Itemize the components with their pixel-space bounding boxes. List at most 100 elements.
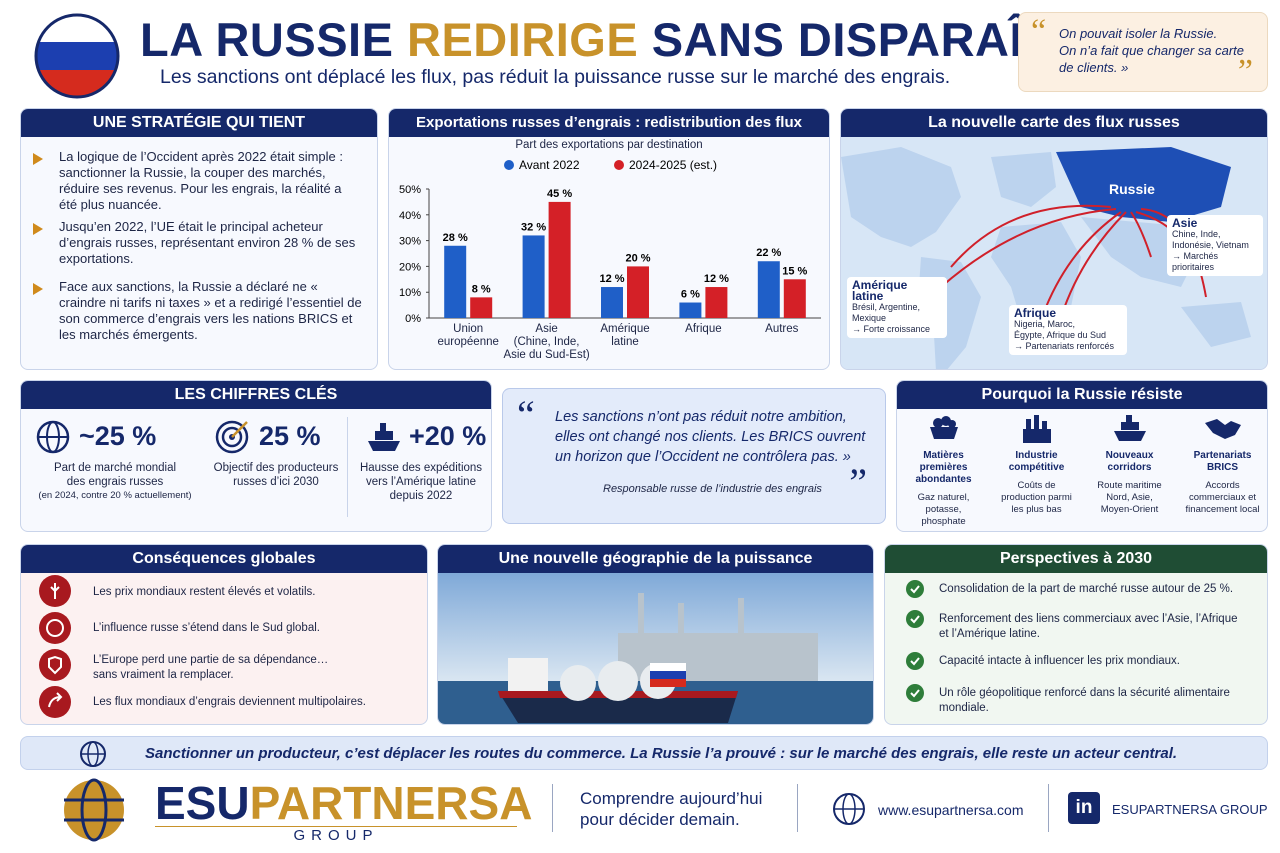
value-label: 45 %: [547, 188, 572, 200]
icons: [39, 575, 71, 718]
title-highlight: REDIRIGE: [407, 13, 639, 66]
region-name: Amérique latine: [852, 278, 908, 303]
linkedin-icon[interactable]: in: [1068, 792, 1100, 824]
panel-title: Conséquences globales: [21, 545, 427, 573]
banner-text: Sanctionner un producteur, c’est déplace…: [145, 745, 1178, 762]
chart-title: Exportations russes d’engrais : redistri…: [389, 109, 829, 137]
legend-marker: [614, 160, 624, 170]
icon: [929, 416, 958, 439]
globe-icon: [36, 420, 70, 454]
mid-quote: “ Les sanctions n’ont pas réduit notre a…: [502, 388, 886, 524]
russian-flag: [34, 13, 120, 99]
bar: [601, 287, 623, 318]
bar: [783, 279, 806, 318]
quote-author: Responsable russe de l’industrie des eng…: [603, 483, 822, 495]
globe-icon: [80, 741, 106, 767]
key-value: 25 %: [259, 421, 321, 451]
item-title: Matières premières abondantes: [915, 450, 972, 485]
title-part: LA RUSSIE: [140, 13, 394, 66]
resilience-panel: Pourquoi la Russie résiste Matières prem…: [896, 380, 1268, 532]
web-icon[interactable]: [832, 792, 866, 826]
bar: [679, 302, 702, 318]
region-countries: Nigeria, Maroc, Égypte, Afrique du Sud: [1014, 319, 1107, 340]
consequence-item: L’Europe perd une partie de sa dépendanc…: [93, 654, 329, 681]
linkedin[interactable]: ESUPARTNERSA GROUP: [1112, 802, 1268, 817]
item-text: Route maritime Nord, Asie, Moyen-Orient: [1097, 480, 1162, 515]
region-note: → Forte croissance: [852, 324, 931, 334]
value-label: 12 %: [704, 273, 729, 285]
quote-mark: “: [517, 392, 535, 437]
key-note: (en 2024, contre 20 % actuellement): [38, 490, 192, 501]
item-text: Gaz naturel, potasse, phosphate: [917, 492, 970, 527]
y-tick-label: 30%: [399, 236, 421, 248]
brand-part: PARTNERSA: [249, 777, 533, 829]
target-icon: [215, 420, 249, 454]
divider: [1048, 784, 1049, 832]
quote-mark: ”: [849, 460, 867, 505]
latam-box: Amérique latine Brésil, Argentine, Mexiq…: [847, 277, 947, 338]
value-label: 28 %: [443, 232, 468, 244]
key-text: Part de marché mondial des engrais russe…: [53, 462, 177, 488]
x-tick-label: Afrique: [685, 323, 722, 335]
ship-illustration: [438, 573, 873, 724]
strategy-item: Face aux sanctions, la Russie a déclaré …: [59, 279, 362, 342]
map-label: Russie: [1109, 181, 1155, 197]
bar: [470, 297, 493, 318]
chart: Avant 2022 2024-2025 (est.) 0% 10% 20% 30% 40%…: [399, 158, 821, 325]
x-tick-label: Union européenne: [437, 323, 499, 348]
value-label: 15 %: [782, 265, 807, 277]
legend-label: Avant 2022: [519, 158, 580, 172]
subtitle: Les sanctions ont déplacé les flux, pas …: [160, 66, 951, 88]
bar: [548, 201, 571, 318]
bullet-arrow: [33, 153, 43, 165]
panel-title: Pourquoi la Russie résiste: [897, 381, 1267, 409]
bullet-arrow: [33, 283, 43, 295]
consequence-item: L’influence russe s’étend dans le Sud gl…: [93, 622, 320, 634]
region-countries: Chine, Inde, Indonésie, Vietnam: [1172, 229, 1249, 250]
divider: [797, 784, 798, 832]
bar: [757, 261, 780, 318]
strategy-panel: UNE STRATÉGIE QUI TIENT La logique de l’…: [20, 108, 378, 370]
photo-panel: Une nouvelle géographie de la puissance: [437, 544, 874, 725]
key-text: Hausse des expéditions vers l’Amérique l…: [359, 462, 483, 502]
value-label: 6 %: [681, 289, 700, 301]
website[interactable]: www.esupartnersa.com: [878, 802, 1024, 818]
consequence-item: Les prix mondiaux restent élevés et vola…: [93, 586, 316, 598]
x-tick-label: Autres: [765, 323, 799, 335]
brand: ESUPARTNERSA: [155, 776, 532, 830]
legend-marker: [504, 160, 514, 170]
asia-box: Asie Chine, Inde, Indonésie, Vietnam → M…: [1167, 215, 1263, 276]
quote-text: On pouvait isoler la Russie. On n’a fait…: [1059, 26, 1245, 75]
bar: [444, 245, 467, 318]
value-label: 22 %: [756, 247, 781, 259]
y-tick-label: 40%: [399, 210, 421, 222]
panel-title: LES CHIFFRES CLÉS: [21, 381, 491, 409]
icon: [1113, 415, 1146, 441]
quote-text: Les sanctions n’ont pas réduit notre amb…: [555, 409, 866, 465]
y-tick-label: 20%: [399, 261, 421, 273]
panel-title: Une nouvelle géographie de la puissance: [438, 545, 873, 573]
bullet-arrow: [33, 223, 43, 235]
item-title: Partenariats BRICS: [1193, 450, 1252, 473]
y-tick-label: 50%: [399, 184, 421, 196]
outlook-item: Consolidation de la part de marché russe…: [939, 583, 1234, 595]
banner: Sanctionner un producteur, c’est déplace…: [20, 736, 1268, 770]
region-countries: Brésil, Argentine, Mexique: [852, 302, 921, 323]
main-title: LA RUSSIE REDIRIGE SANS DISPARAÎTRE: [140, 12, 1119, 67]
tagline: Comprendre aujourd’hui pour décider dema…: [580, 789, 763, 829]
key-value: ~25 %: [79, 421, 157, 451]
icon: [1204, 419, 1241, 439]
check-icons: [906, 580, 924, 702]
legend-label: 2024-2025 (est.): [629, 158, 717, 172]
brand-group: GROUP: [155, 826, 517, 844]
y-tick-label: 10%: [399, 287, 421, 299]
brand-part: ESU: [155, 777, 250, 829]
divider: [347, 417, 348, 517]
value-label: 20 %: [625, 252, 650, 264]
icon: [1022, 415, 1051, 443]
strategy-item: La logique de l’Occident après 2022 étai…: [59, 149, 344, 212]
africa-box: Afrique Nigeria, Maroc, Égypte, Afrique …: [1009, 305, 1127, 355]
item-title: Industrie compétitive: [1008, 450, 1065, 473]
consequences-panel: Conséquences globales Les prix mondiaux …: [20, 544, 428, 725]
